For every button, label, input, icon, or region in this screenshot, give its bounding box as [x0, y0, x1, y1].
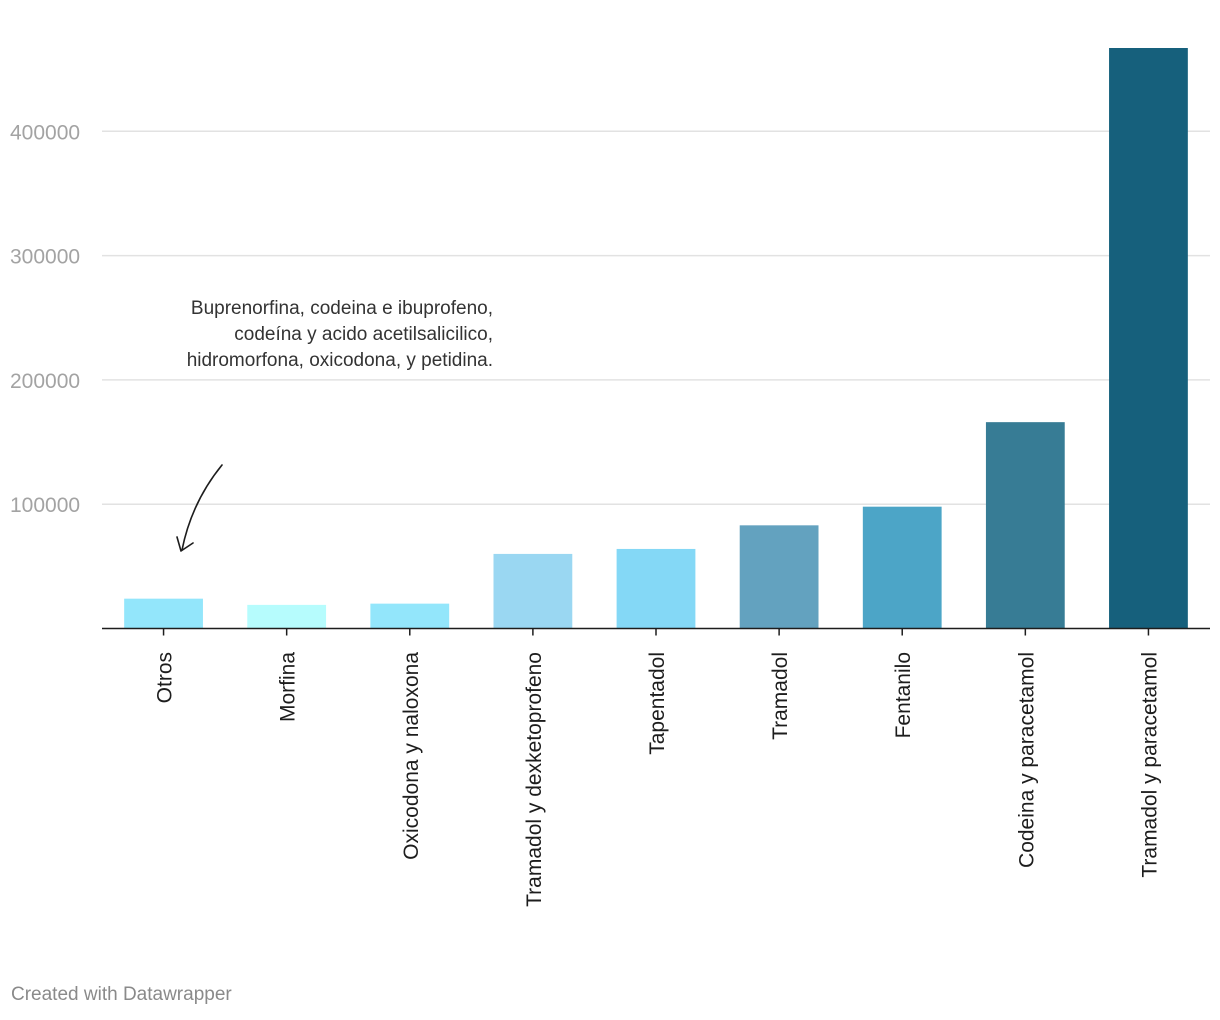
bar: [493, 553, 573, 629]
y-tick-label: 400000: [10, 121, 80, 144]
y-tick-label: 300000: [10, 246, 80, 269]
datawrapper-credit: Created with Datawrapper: [11, 984, 232, 1005]
bars: [124, 48, 1188, 629]
x-tick-label: Otros: [154, 652, 177, 703]
bar: [985, 422, 1065, 629]
annotation-text: Buprenorfina, codeina e ibuprofeno, code…: [186, 298, 493, 371]
x-axis-ticks: Otros Morfina Oxicodona y naloxona Tramadol…: [154, 628, 1161, 907]
x-tick-label: Oxicodona y naloxona: [400, 652, 423, 860]
bar: [124, 598, 203, 629]
x-tick-label: Fentanilo: [892, 652, 915, 738]
bar: [862, 506, 942, 629]
x-tick-label: Tramadol y dexketoprofeno: [523, 652, 546, 907]
x-tick-label: Tramadol y paracetamol: [1138, 652, 1161, 878]
y-tick-label: 100000: [10, 494, 80, 517]
annotation-arrow-icon: [176, 464, 223, 552]
bar: [247, 604, 327, 629]
bar: [1109, 48, 1188, 629]
x-tick-label: Morfina: [277, 652, 300, 722]
bar: [739, 525, 819, 629]
bar: [370, 603, 450, 629]
bar: [616, 548, 696, 629]
x-tick-label: Codeina y paracetamol: [1015, 652, 1038, 868]
y-axis-ticks: 100000 200000 300000 400000: [10, 121, 80, 517]
x-tick-label: Tramadol: [769, 652, 792, 740]
y-tick-label: 200000: [10, 370, 80, 393]
x-tick-label: Tapentadol: [646, 652, 669, 755]
